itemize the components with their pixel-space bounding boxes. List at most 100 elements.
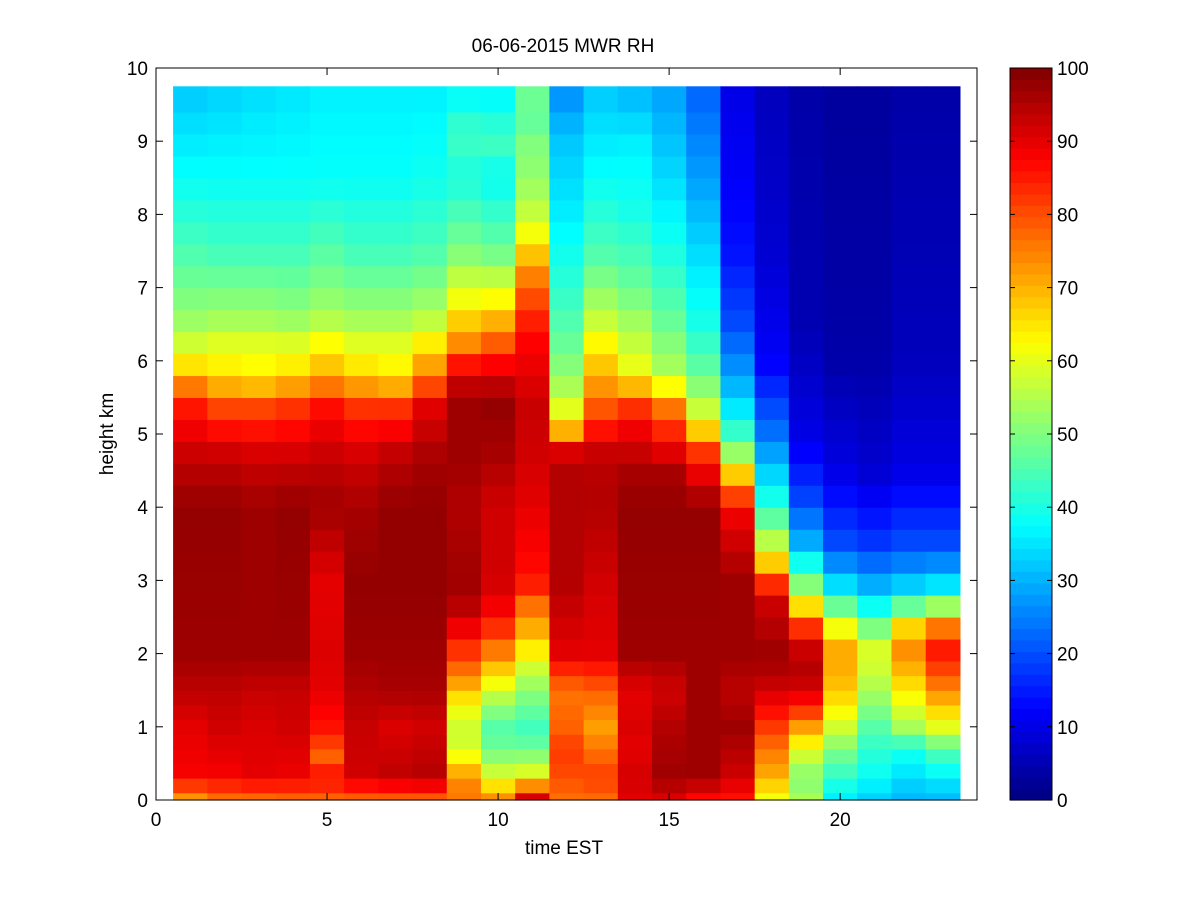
heatmap-cell (857, 734, 893, 750)
heatmap-cell (857, 748, 893, 764)
heatmap-cell (754, 375, 790, 398)
heatmap-cell (549, 397, 585, 420)
heatmap-cell (788, 704, 824, 721)
heatmap-cell (173, 419, 208, 442)
heatmap-cell (891, 331, 927, 355)
heatmap-cell (412, 595, 448, 618)
heatmap-cell (925, 353, 961, 377)
heatmap-cell (891, 638, 927, 662)
heatmap-cell (720, 660, 756, 677)
heatmap-cell (686, 177, 722, 201)
heatmap-cell (754, 86, 790, 113)
heatmap-cell (309, 86, 345, 113)
heatmap-cell (173, 719, 208, 735)
x-tick-label: 15 (659, 810, 680, 831)
heatmap-cell (617, 221, 653, 245)
heatmap-cell (207, 397, 243, 420)
heatmap-cell (617, 199, 653, 223)
heatmap-cell (686, 86, 722, 113)
heatmap-cell (857, 617, 893, 640)
heatmap-cell (720, 507, 756, 530)
heatmap-cell (857, 463, 893, 486)
heatmap-cell (173, 86, 208, 113)
heatmap-cell (720, 265, 756, 289)
heatmap-cell (823, 638, 858, 662)
heatmap-cell (891, 595, 927, 618)
y-tick-label: 1 (137, 718, 148, 739)
heatmap-cell (241, 177, 277, 201)
heatmap-cell (241, 690, 277, 706)
heatmap-cell (891, 551, 927, 574)
heatmap-cell (891, 734, 927, 750)
colorbar-segment (1010, 193, 1052, 206)
heatmap-cell (617, 397, 653, 420)
heatmap-cell (823, 675, 858, 691)
heatmap-cell (857, 441, 893, 464)
heatmap-cell (412, 734, 448, 750)
heatmap-cell (823, 507, 858, 530)
heatmap-cell (378, 778, 414, 794)
heatmap-cell (480, 704, 516, 721)
heatmap-cell (515, 353, 550, 377)
heatmap-cell (446, 243, 482, 267)
heatmap-cell (823, 309, 858, 333)
heatmap-cell (412, 111, 448, 135)
heatmap-cell (275, 748, 311, 764)
heatmap-cell (173, 243, 208, 267)
heatmap-cell (549, 617, 585, 640)
heatmap-cell (891, 792, 927, 801)
heatmap-cell (823, 660, 858, 677)
heatmap-cell (446, 660, 482, 677)
heatmap-cell (309, 177, 345, 201)
heatmap-cell (173, 660, 208, 677)
x-tick-label: 20 (830, 810, 851, 831)
heatmap-cell (309, 111, 345, 135)
heatmap-cell (344, 133, 379, 157)
heatmap-cell (412, 397, 448, 420)
heatmap-cell (207, 719, 243, 735)
heatmap-cell (378, 719, 414, 735)
heatmap-cell (173, 133, 208, 157)
heatmap-cell (309, 419, 345, 442)
heatmap-cell (720, 719, 756, 735)
heatmap-cell (857, 638, 893, 662)
colorbar-segment (1010, 102, 1052, 115)
heatmap-cell (241, 419, 277, 442)
heatmap-cell (446, 397, 482, 420)
heatmap-cell (891, 353, 927, 377)
heatmap-cell (720, 617, 756, 640)
heatmap-cell (788, 690, 824, 706)
heatmap-cell (515, 595, 550, 618)
heatmap-cell (515, 763, 550, 779)
heatmap-cell (583, 221, 619, 245)
colorbar-segment (1010, 754, 1052, 767)
heatmap-cell (754, 419, 790, 442)
heatmap-cell (720, 463, 756, 486)
heatmap-cell (412, 419, 448, 442)
heatmap-cell (309, 265, 345, 289)
heatmap-cell (754, 133, 790, 157)
heatmap-cell (173, 177, 208, 201)
y-tick-label: 10 (127, 59, 148, 80)
heatmap-cell (823, 485, 858, 508)
heatmap-cell (378, 221, 414, 245)
heatmap-cell (446, 763, 482, 779)
heatmap-cell (344, 778, 379, 794)
heatmap-cell (754, 287, 790, 311)
heatmap-cell (652, 719, 687, 735)
heatmap-cell (720, 778, 756, 794)
heatmap-cell (617, 463, 653, 486)
heatmap-cell (652, 704, 687, 721)
heatmap-cell (788, 243, 824, 267)
heatmap-cell (275, 595, 311, 618)
heatmap-cell (412, 675, 448, 691)
heatmap-cell (617, 243, 653, 267)
heatmap-cell (754, 778, 790, 794)
heatmap-cell (173, 763, 208, 779)
heatmap-cell (309, 638, 345, 662)
heatmap-cell (617, 111, 653, 135)
heatmap-cell (275, 265, 311, 289)
heatmap-cell (925, 778, 961, 794)
heatmap-cell (446, 155, 482, 179)
heatmap-cell (344, 485, 379, 508)
